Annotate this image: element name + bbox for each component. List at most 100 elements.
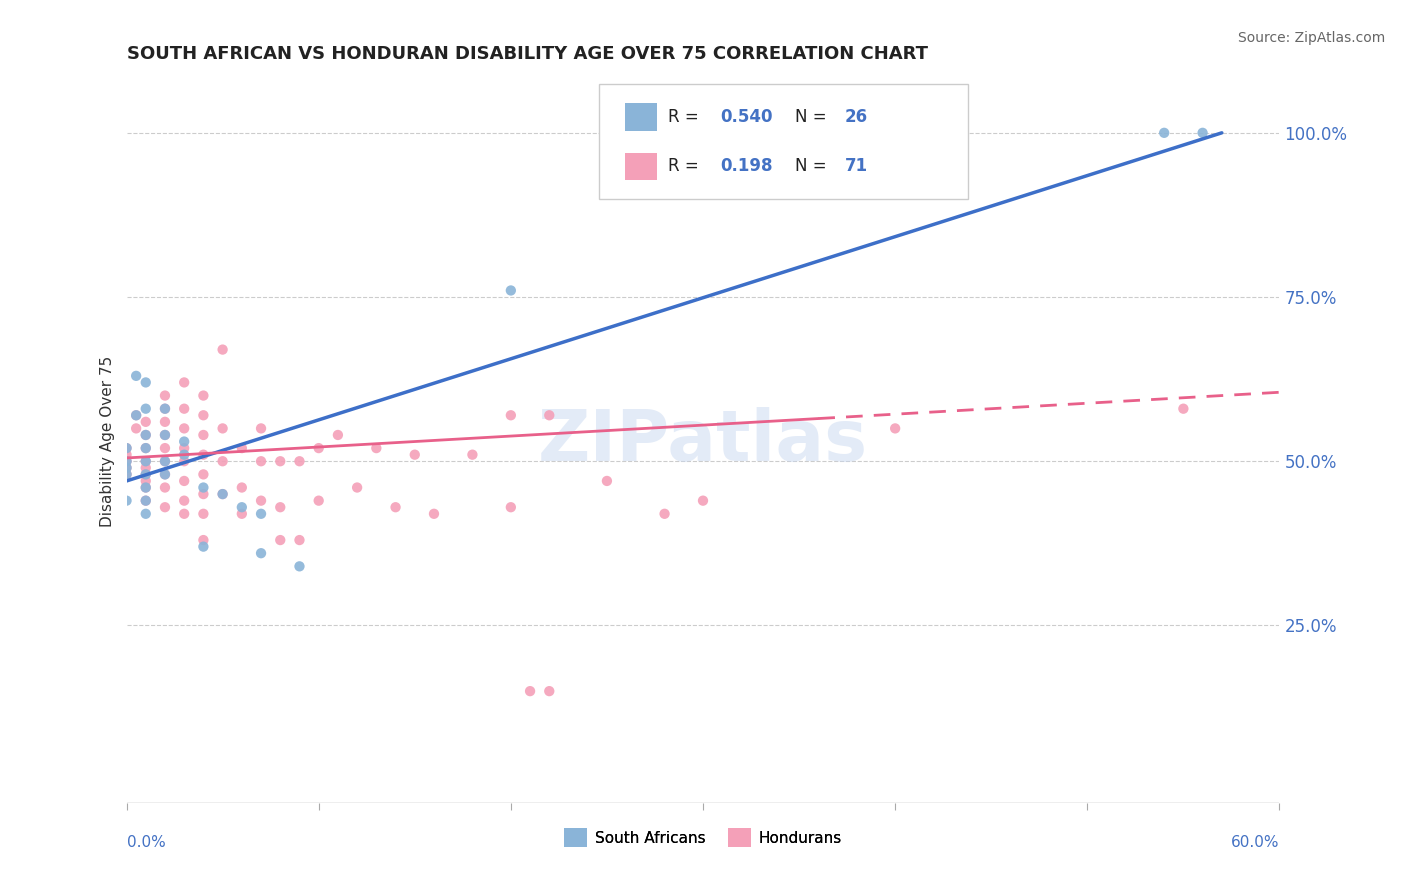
Point (519, 684, 541, 698)
Point (211, 421, 233, 435)
Point (153, 467, 176, 482)
Point (173, 448, 195, 462)
Text: ZIPatlas: ZIPatlas (538, 407, 868, 476)
Point (115, 454, 138, 468)
Point (153, 481, 176, 495)
Point (135, 376, 157, 390)
Point (499, 500, 522, 515)
Point (135, 441, 157, 455)
Point (115, 460, 138, 475)
Point (153, 500, 176, 515)
Point (135, 460, 157, 475)
Legend: South Africans, Hondurans: South Africans, Hondurans (558, 822, 848, 853)
Point (135, 467, 157, 482)
Point (173, 376, 195, 390)
Point (308, 441, 330, 455)
Point (1173, 401, 1195, 416)
Text: 0.0%: 0.0% (127, 835, 166, 850)
Point (135, 454, 157, 468)
FancyBboxPatch shape (624, 103, 657, 131)
Point (211, 487, 233, 501)
Point (538, 409, 561, 423)
Point (125, 421, 148, 435)
Point (153, 428, 176, 442)
Point (115, 448, 138, 462)
Point (135, 401, 157, 416)
Point (269, 533, 291, 547)
Y-axis label: Disability Age Over 75: Disability Age Over 75 (100, 356, 115, 527)
Point (193, 533, 215, 547)
Point (115, 467, 138, 482)
Point (193, 507, 215, 521)
Point (115, 467, 138, 482)
Point (153, 388, 176, 402)
Point (153, 454, 176, 468)
Point (538, 684, 561, 698)
Point (153, 441, 176, 455)
Point (231, 441, 253, 455)
Point (423, 507, 446, 521)
Point (135, 493, 157, 508)
Point (1153, 126, 1175, 140)
Point (193, 487, 215, 501)
Point (326, 428, 349, 442)
Point (211, 487, 233, 501)
Text: 60.0%: 60.0% (1232, 835, 1279, 850)
Point (135, 467, 157, 482)
Point (346, 481, 368, 495)
Point (173, 493, 195, 508)
Text: N =: N = (796, 157, 827, 175)
Point (135, 481, 157, 495)
Point (135, 428, 157, 442)
Point (269, 500, 291, 515)
Point (115, 493, 138, 508)
Text: 26: 26 (845, 108, 868, 126)
Text: 0.198: 0.198 (720, 157, 773, 175)
Point (135, 507, 157, 521)
Point (366, 441, 388, 455)
Point (153, 401, 176, 416)
Point (288, 559, 311, 574)
Point (193, 448, 215, 462)
Point (135, 481, 157, 495)
Point (404, 448, 426, 462)
Point (288, 533, 311, 547)
Text: R =: R = (668, 157, 699, 175)
Point (115, 454, 138, 468)
Point (115, 441, 138, 455)
Point (499, 409, 522, 423)
Point (193, 409, 215, 423)
Point (153, 415, 176, 429)
Point (153, 401, 176, 416)
Point (654, 507, 676, 521)
Text: SOUTH AFRICAN VS HONDURAN DISABILITY AGE OVER 75 CORRELATION CHART: SOUTH AFRICAN VS HONDURAN DISABILITY AGE… (127, 45, 928, 63)
Point (125, 409, 148, 423)
Point (193, 388, 215, 402)
Point (193, 540, 215, 554)
Point (1191, 126, 1213, 140)
Point (231, 507, 253, 521)
Text: 71: 71 (845, 157, 868, 175)
FancyBboxPatch shape (599, 84, 969, 200)
Point (153, 454, 176, 468)
Point (231, 481, 253, 495)
Point (135, 441, 157, 455)
Point (173, 441, 195, 455)
Point (153, 428, 176, 442)
Point (692, 493, 714, 508)
Text: R =: R = (668, 108, 699, 126)
Point (250, 507, 273, 521)
Point (173, 401, 195, 416)
Text: Source: ZipAtlas.com: Source: ZipAtlas.com (1237, 31, 1385, 45)
Point (499, 284, 522, 298)
Point (250, 493, 273, 508)
Point (211, 343, 233, 357)
Point (193, 467, 215, 482)
Point (115, 441, 138, 455)
Point (173, 474, 195, 488)
Point (135, 454, 157, 468)
Point (250, 421, 273, 435)
Point (173, 434, 195, 449)
Point (461, 448, 484, 462)
Point (153, 467, 176, 482)
